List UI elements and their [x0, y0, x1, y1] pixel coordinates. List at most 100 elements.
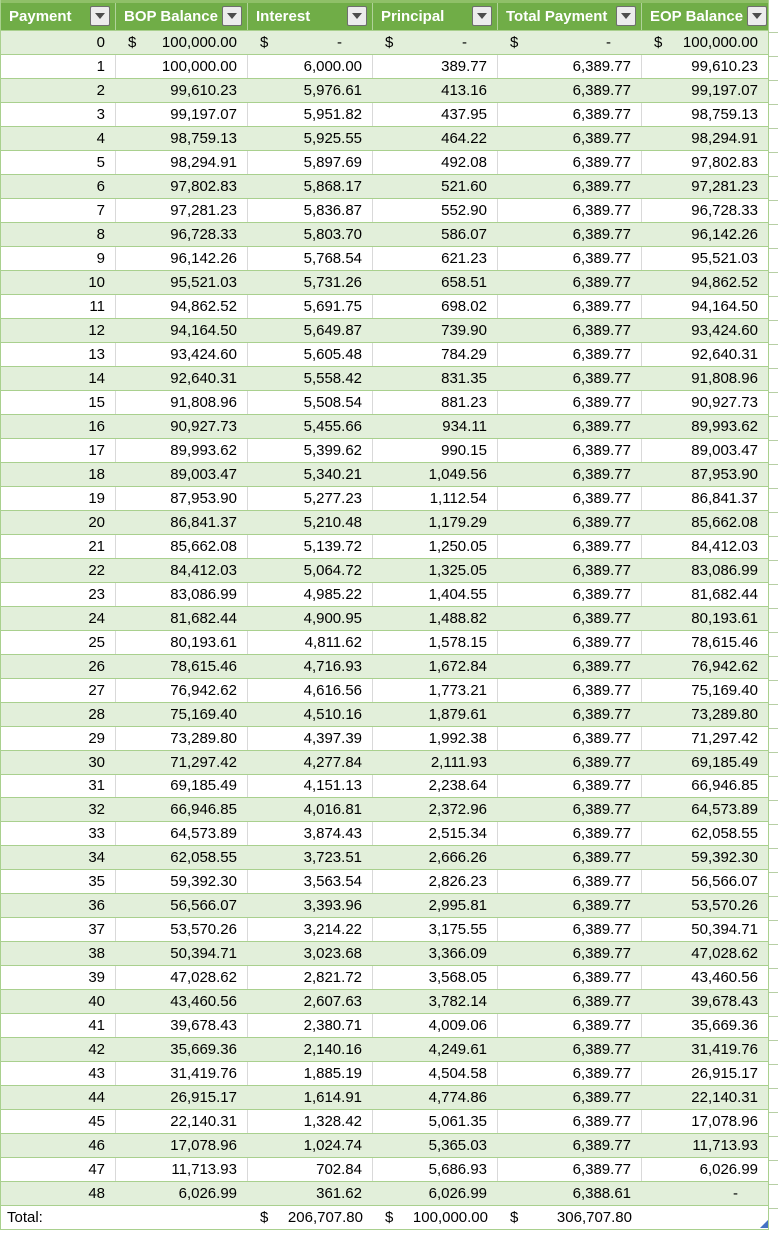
table-cell[interactable]: 6,389.77 [498, 726, 642, 750]
table-cell[interactable]: 17,078.96 [642, 1110, 769, 1133]
table-cell[interactable]: 81,682.44 [642, 583, 769, 606]
table-cell[interactable]: 464.22 [373, 127, 498, 150]
table-cell[interactable]: 2,372.96 [373, 798, 498, 821]
table-cell[interactable]: 84,412.03 [642, 535, 769, 558]
table-cell[interactable]: 45 [1, 1110, 116, 1134]
table-cell[interactable]: 95,521.03 [116, 271, 248, 294]
table-cell[interactable]: 1,773.21 [373, 678, 498, 702]
table-cell[interactable]: 4,985.22 [248, 582, 373, 606]
table-cell[interactable]: 5,061.35 [373, 1110, 498, 1134]
table-resize-handle[interactable] [760, 1220, 768, 1229]
table-cell[interactable]: 43,460.56 [116, 990, 248, 1013]
table-cell[interactable]: 5,558.42 [248, 367, 373, 390]
table-cell[interactable]: 59,392.30 [642, 846, 769, 869]
table-cell[interactable]: 6,389.77 [498, 342, 642, 366]
table-cell[interactable]: 4,900.95 [248, 607, 373, 630]
table-cell[interactable]: 881.23 [373, 390, 498, 414]
table-cell[interactable]: 32 [1, 798, 116, 821]
table-cell[interactable]: 91,808.96 [116, 390, 248, 414]
table-cell[interactable]: 13 [1, 342, 116, 366]
table-cell[interactable]: 5,951.82 [248, 102, 373, 126]
table-cell[interactable]: 361.62 [248, 1182, 373, 1205]
table-cell[interactable]: 5,508.54 [248, 390, 373, 414]
table-cell[interactable]: 3,023.68 [248, 942, 373, 965]
table-cell[interactable]: 5,455.66 [248, 415, 373, 438]
table-cell[interactable]: 1,614.91 [248, 1086, 373, 1109]
table-cell[interactable]: 6,389.77 [498, 223, 642, 246]
table-cell[interactable]: 94,862.52 [642, 271, 769, 294]
table-cell[interactable]: 6,389.77 [498, 703, 642, 726]
table-cell[interactable]: 99,197.07 [642, 79, 769, 102]
table-cell[interactable]: 5,897.69 [248, 150, 373, 174]
table-cell[interactable]: 4,151.13 [248, 774, 373, 798]
table-cell[interactable]: 11 [1, 294, 116, 318]
table-cell[interactable]: 4,504.58 [373, 1062, 498, 1086]
table-cell[interactable]: 2,826.23 [373, 870, 498, 894]
table-cell[interactable]: 2,821.72 [248, 966, 373, 990]
table-cell[interactable]: 9 [1, 246, 116, 270]
table-cell[interactable]: 6,026.99 [642, 1158, 769, 1181]
table-cell[interactable]: 21 [1, 534, 116, 558]
table-cell[interactable]: 44 [1, 1086, 116, 1109]
table-cell[interactable]: 6,389.77 [498, 102, 642, 126]
table-cell[interactable]: 521.60 [373, 175, 498, 198]
table-cell[interactable]: 5,686.93 [373, 1158, 498, 1182]
table-cell[interactable]: 27 [1, 678, 116, 702]
total-cell[interactable]: $100,000.00 [373, 1206, 498, 1229]
table-cell[interactable]: 5,803.70 [248, 223, 373, 246]
table-cell[interactable]: 1,672.84 [373, 655, 498, 678]
table-cell[interactable]: 69,185.49 [116, 774, 248, 798]
table-cell[interactable]: 48 [1, 1182, 116, 1205]
table-cell[interactable]: 37 [1, 918, 116, 942]
table-cell[interactable]: 76,942.62 [116, 678, 248, 702]
table-cell[interactable]: 66,946.85 [116, 798, 248, 821]
table-cell[interactable]: 1,404.55 [373, 582, 498, 606]
total-cell[interactable] [642, 1206, 769, 1229]
table-cell[interactable]: 75,169.40 [116, 703, 248, 726]
table-cell[interactable]: 3,874.43 [248, 822, 373, 846]
table-cell[interactable]: 1,112.54 [373, 486, 498, 510]
table-cell[interactable]: 95,521.03 [642, 247, 769, 270]
table-cell[interactable]: 96,728.33 [642, 199, 769, 222]
table-cell[interactable]: 6,389.77 [498, 175, 642, 198]
table-cell[interactable]: 0 [1, 31, 116, 54]
table-cell[interactable]: 5,139.72 [248, 534, 373, 558]
table-cell[interactable]: 6,026.99 [116, 1182, 248, 1205]
filter-dropdown-bop-balance[interactable] [222, 6, 242, 27]
table-cell[interactable]: 1,488.82 [373, 607, 498, 630]
table-cell[interactable]: 94,164.50 [642, 295, 769, 318]
table-cell[interactable]: 5 [1, 150, 116, 174]
table-cell[interactable]: 98,294.91 [116, 150, 248, 174]
table-cell[interactable]: 89,993.62 [116, 438, 248, 462]
table-cell[interactable]: 92,640.31 [642, 343, 769, 366]
table-cell[interactable]: 31,419.76 [642, 1038, 769, 1061]
table-cell[interactable]: 89,003.47 [642, 439, 769, 462]
table-cell[interactable]: 1,049.56 [373, 463, 498, 486]
table-cell[interactable]: 6,389.77 [498, 630, 642, 654]
total-cell[interactable]: $206,707.80 [248, 1206, 373, 1229]
table-cell[interactable]: 23 [1, 582, 116, 606]
table-cell[interactable]: 62,058.55 [642, 822, 769, 845]
table-cell[interactable]: 6,389.77 [498, 486, 642, 510]
table-cell[interactable]: 831.35 [373, 367, 498, 390]
table-cell[interactable]: 5,731.26 [248, 271, 373, 294]
table-cell[interactable]: 94,862.52 [116, 294, 248, 318]
table-cell[interactable]: 5,868.17 [248, 175, 373, 198]
table-cell[interactable]: $100,000.00 [116, 31, 248, 54]
table-cell[interactable]: 784.29 [373, 342, 498, 366]
table-cell[interactable]: 53,570.26 [116, 918, 248, 942]
table-cell[interactable]: 47 [1, 1158, 116, 1182]
table-cell[interactable]: 94,164.50 [116, 319, 248, 342]
table-cell[interactable]: 78,615.46 [116, 655, 248, 678]
table-cell[interactable]: 59,392.30 [116, 870, 248, 894]
table-cell[interactable]: 6,389.77 [498, 246, 642, 270]
table-cell[interactable]: 6,389.77 [498, 559, 642, 582]
table-cell[interactable]: 96,142.26 [116, 246, 248, 270]
table-cell[interactable]: 97,281.23 [116, 198, 248, 222]
table-cell[interactable]: 1,250.05 [373, 534, 498, 558]
table-cell[interactable]: 6,389.77 [498, 1038, 642, 1061]
table-cell[interactable]: 4,277.84 [248, 751, 373, 774]
table-cell[interactable]: 39 [1, 966, 116, 990]
table-cell[interactable]: 80,193.61 [116, 630, 248, 654]
table-cell[interactable]: 437.95 [373, 102, 498, 126]
